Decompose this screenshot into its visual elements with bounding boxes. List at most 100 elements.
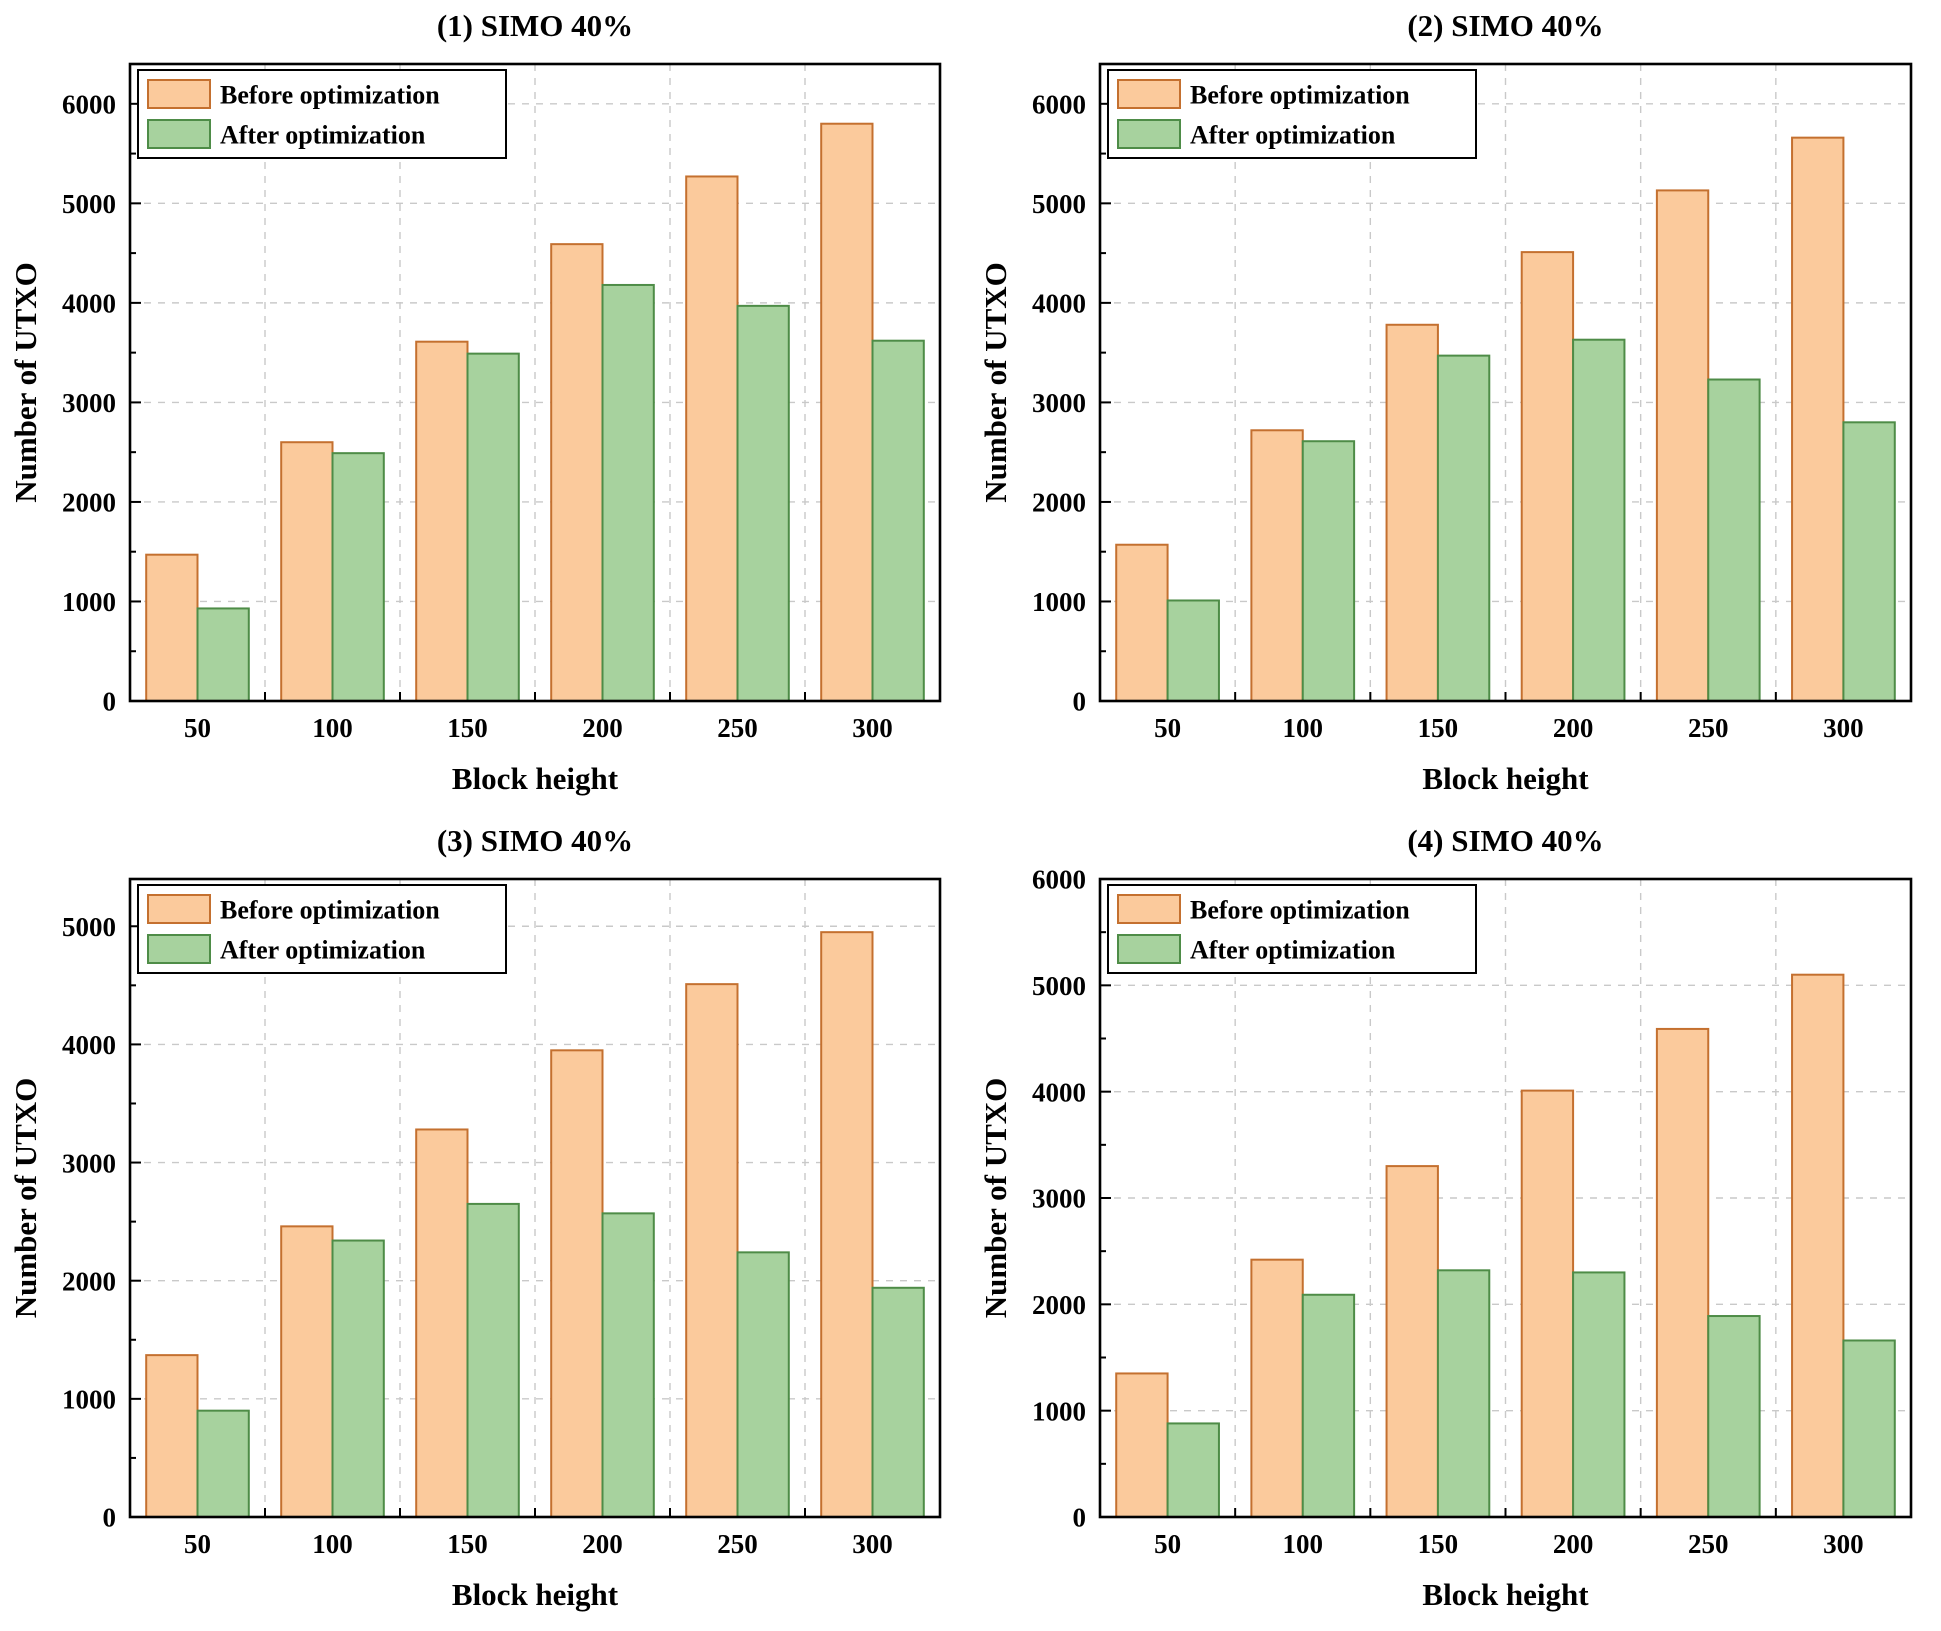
axis-ticks — [1099, 102, 1912, 702]
x-tick-label: 250 — [1688, 713, 1729, 743]
chart-panel-4: (4) SIMO 40% 0 1000 2000 3000 4000 5000 6000 50 1… — [970, 815, 1941, 1631]
chart-title: (4) SIMO 40% — [1407, 823, 1603, 858]
x-tick-label: 300 — [1823, 713, 1864, 743]
x-tick-label: 150 — [447, 1529, 488, 1559]
legend: Before optimization After optimization — [137, 69, 507, 159]
axis-ticks — [129, 925, 941, 1518]
x-tick-label: 50 — [184, 1529, 211, 1559]
bar-chart: (3) SIMO 40% 0 1000 2000 3000 4000 5000 50 100 15… — [8, 823, 942, 1612]
x-tick-label: 50 — [184, 713, 211, 743]
bar — [1385, 323, 1439, 702]
y-tick-label: 6000 — [1032, 865, 1086, 895]
x-tick-label: 100 — [1283, 713, 1324, 743]
bar — [1572, 338, 1626, 702]
y-axis-title: Number of UTXO — [8, 262, 43, 503]
gridlines — [130, 879, 940, 1517]
legend-swatch — [1117, 119, 1181, 149]
y-tick-label: 4000 — [1032, 1077, 1086, 1107]
y-tick-label: 6000 — [62, 90, 116, 120]
plot-border — [128, 62, 942, 703]
series-before — [1115, 136, 1845, 703]
bar — [331, 452, 385, 702]
legend-label: After optimization — [220, 935, 426, 964]
bar — [685, 983, 739, 1518]
y-tick-label: 0 — [1073, 687, 1087, 717]
x-tick-labels: 50 100 150 200 250 300 — [1154, 713, 1864, 743]
y-tick-label: 5000 — [62, 189, 116, 219]
bar — [820, 931, 874, 1518]
y-tick-label: 0 — [103, 687, 117, 717]
bar — [820, 122, 874, 702]
y-tick-label: 4000 — [1032, 289, 1086, 319]
x-tick-label: 50 — [1154, 713, 1181, 743]
series-after — [196, 1202, 925, 1519]
axis-ticks — [129, 102, 941, 702]
x-tick-label: 300 — [852, 713, 893, 743]
x-tick-label: 150 — [1418, 713, 1459, 743]
bar — [1301, 1293, 1356, 1518]
bar — [1385, 1165, 1439, 1518]
bar — [1791, 973, 1845, 1518]
y-tick-label: 5000 — [1032, 971, 1086, 1001]
bar — [1250, 1258, 1304, 1518]
bar — [415, 340, 469, 702]
y-tick-label: 1000 — [62, 1385, 116, 1415]
legend-swatch — [147, 119, 211, 149]
bar — [1655, 1027, 1710, 1518]
legend-swatch — [1117, 79, 1181, 109]
plot-border — [1098, 62, 1913, 703]
bar — [550, 1049, 604, 1518]
x-tick-label: 100 — [1283, 1529, 1324, 1559]
x-tick-label: 100 — [312, 713, 353, 743]
gridlines — [1100, 64, 1911, 701]
y-tick-labels: 0 1000 2000 3000 4000 5000 6000 — [1032, 865, 1086, 1533]
series-before — [145, 931, 874, 1518]
bar — [736, 1251, 790, 1518]
legend-label: Before optimization — [1190, 895, 1410, 924]
bar — [1301, 440, 1356, 702]
legend-label: After optimization — [220, 120, 426, 149]
chart-title: (2) SIMO 40% — [1407, 8, 1603, 43]
y-tick-label: 2000 — [1032, 488, 1086, 518]
legend-label: Before optimization — [220, 80, 440, 109]
y-tick-label: 5000 — [1032, 189, 1086, 219]
legend: Before optimization After optimization — [1107, 69, 1477, 159]
x-tick-label: 300 — [852, 1529, 893, 1559]
legend-swatch — [147, 894, 211, 924]
bar — [1250, 429, 1304, 702]
x-axis-title: Block height — [1422, 761, 1589, 796]
x-tick-label: 200 — [1553, 713, 1594, 743]
series-after — [1166, 1269, 1896, 1519]
bar — [1707, 1315, 1761, 1518]
y-axis-title: Number of UTXO — [978, 1078, 1013, 1319]
bar — [280, 1225, 334, 1518]
bar — [1115, 1372, 1169, 1519]
gridlines — [130, 64, 940, 701]
chart-panel-2: (2) SIMO 40% 0 1000 2000 3000 4000 5000 6000 50 1… — [970, 0, 1941, 815]
y-tick-label: 3000 — [1032, 388, 1086, 418]
y-tick-label: 0 — [1073, 1503, 1087, 1533]
bar — [685, 175, 739, 702]
bar — [145, 553, 199, 703]
y-tick-label: 0 — [103, 1503, 117, 1533]
x-tick-label: 250 — [717, 713, 758, 743]
y-tick-label: 2000 — [62, 1266, 116, 1296]
y-tick-labels: 0 1000 2000 3000 4000 5000 6000 — [62, 90, 116, 717]
bar — [1166, 1422, 1220, 1519]
y-tick-label: 2000 — [1032, 1290, 1086, 1320]
bar — [196, 1409, 250, 1519]
bar — [736, 304, 790, 702]
y-tick-label: 1000 — [1032, 587, 1086, 617]
chart-title: (3) SIMO 40% — [437, 823, 633, 858]
y-axis-title: Number of UTXO — [8, 1078, 43, 1319]
y-tick-label: 3000 — [62, 1148, 116, 1178]
x-axis-title: Block height — [452, 1577, 619, 1612]
x-tick-label: 100 — [312, 1529, 353, 1559]
chart-title: (1) SIMO 40% — [437, 8, 633, 43]
bar — [1166, 599, 1220, 703]
bar — [601, 1212, 655, 1518]
y-tick-label: 1000 — [1032, 1396, 1086, 1426]
y-tick-label: 3000 — [1032, 1184, 1086, 1214]
legend-swatch — [147, 934, 211, 964]
